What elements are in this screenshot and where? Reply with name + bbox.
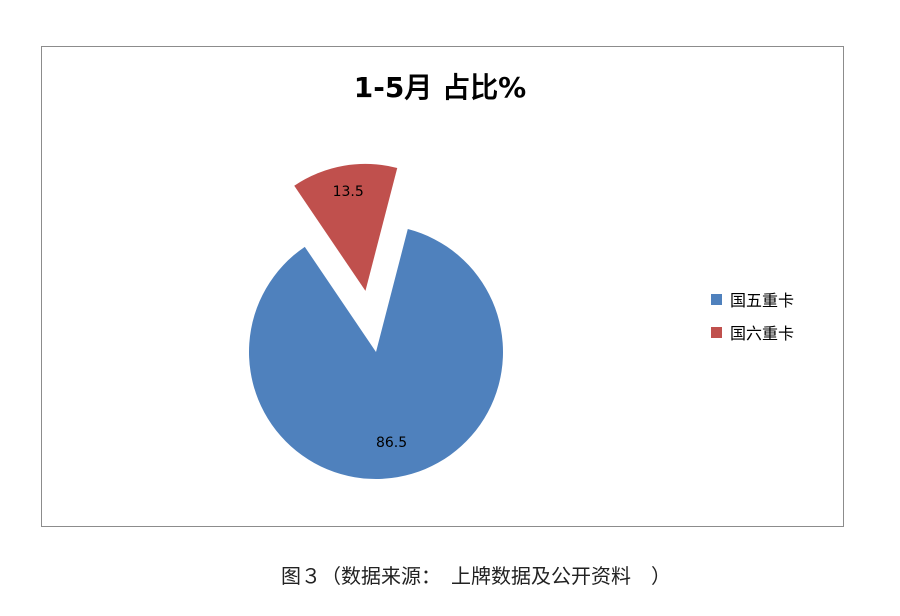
legend-label: 国六重卡	[730, 324, 795, 343]
legend-item-guoliu: 国六重卡	[711, 320, 794, 344]
legend-swatch-blue	[711, 293, 722, 305]
legend-swatch-red	[711, 326, 722, 338]
legend-label: 国五重卡	[730, 291, 795, 310]
legend-item-guowu: 国五重卡	[711, 287, 794, 311]
chart-frame	[41, 46, 844, 527]
chart-title: 1-5月 占比%	[0, 66, 900, 106]
pie-slice-1	[294, 163, 398, 291]
data-label-0: 86.5	[376, 435, 407, 451]
pie-slice-0	[248, 229, 503, 479]
figure-caption: 图３（数据来源： 上牌数据及公开资料 ）	[281, 564, 671, 588]
chart-title-text: 1-5月 占比%	[353, 71, 527, 104]
data-label-1: 13.5	[333, 184, 364, 200]
